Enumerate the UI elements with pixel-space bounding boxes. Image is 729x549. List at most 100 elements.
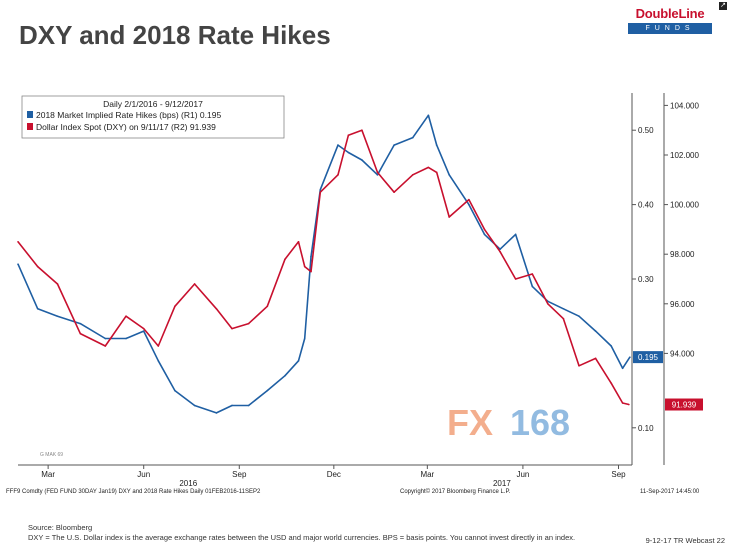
r1-tick-label: 0.40 [638, 201, 654, 210]
rate-hikes-point [578, 315, 580, 318]
rate-hikes-point [17, 263, 19, 265]
x-tick-label: Sep [611, 470, 626, 479]
rate-hikes-point [594, 330, 597, 332]
dxy-point [435, 171, 438, 174]
x-year-label: 2016 [179, 479, 197, 488]
page-title: DXY and 2018 Rate Hikes [19, 20, 331, 50]
rate-hikes-point [435, 144, 438, 146]
r1-tick-label: 0.50 [638, 126, 654, 135]
rate-hikes-point [393, 144, 395, 146]
doubleline-logo: DoubleLine FUNDS [628, 6, 712, 40]
rate-hikes-point [104, 337, 107, 340]
chart-footer-right: 11-Sep-2017 14:45:00 [640, 489, 700, 495]
dxy-point [393, 191, 395, 193]
x-tick-label: Jun [137, 470, 150, 479]
rate-hikes-point [411, 136, 414, 139]
rate-hikes-point [629, 356, 631, 358]
source-line: Source: Bloomberg [28, 523, 93, 532]
rate-hikes-point [337, 144, 339, 146]
rate-hikes-point [266, 389, 269, 392]
dxy-point [376, 171, 379, 174]
logo-wordmark: DoubleLine [635, 6, 705, 21]
webcast-label: 9-12-17 TR Webcast 22 [645, 536, 725, 545]
dxy-point [562, 317, 565, 320]
logo-subtext: FUNDS [628, 23, 712, 34]
rate-hikes-line [17, 114, 631, 414]
rate-hikes-point [297, 360, 300, 362]
x-tick-label: Mar [420, 470, 434, 479]
chart-footer-center: Copyright© 2017 Bloomberg Finance L.P. [400, 488, 511, 495]
dxy-point [531, 273, 534, 275]
dxy-point [610, 382, 613, 384]
gmak-label: G MAK 69 [40, 452, 63, 458]
dxy-point [297, 241, 300, 243]
r2-tick-label: 104.000 [670, 101, 699, 110]
r2-tick-label: 102.000 [670, 151, 699, 160]
dxy-point [514, 278, 517, 280]
rate-hikes-point [174, 389, 176, 392]
watermark-number: 168 [510, 402, 570, 443]
r1-tick-label: 0.10 [638, 424, 654, 433]
x-tick-label: Dec [327, 470, 341, 479]
dxy-point [628, 403, 630, 406]
watermark-fx: FX [447, 402, 493, 443]
dxy-point [17, 241, 19, 243]
rate-hikes-point [347, 151, 350, 154]
dxy-point [125, 315, 127, 318]
dxy-point [104, 345, 107, 347]
dxy-point [547, 303, 549, 305]
rate-hikes-point [499, 248, 501, 251]
dxy-point [36, 265, 39, 268]
dxy-value-tag [665, 398, 703, 411]
dxy-point [448, 216, 450, 218]
dxy-point [427, 166, 430, 169]
rate-hikes-point [361, 159, 363, 161]
rate-hikes-point [531, 285, 534, 288]
rate-hikes-point [157, 360, 160, 362]
rate-hikes-point [303, 337, 306, 340]
r2-tick-label: 96.000 [670, 300, 695, 309]
r1-tick-label: 0.30 [638, 275, 654, 284]
legend-swatch [27, 111, 33, 118]
dxy-point [193, 283, 196, 285]
rate-hikes-point [125, 337, 127, 340]
dxy-point [79, 332, 82, 335]
rate-hikes-point [319, 188, 322, 191]
dxy-point [337, 174, 339, 176]
dxy-point [284, 258, 286, 260]
rate-hikes-point [310, 255, 312, 258]
rate-hikes-point [231, 404, 233, 407]
rate-hikes-point [376, 174, 379, 176]
rate-hikes-point [79, 322, 82, 325]
x-tick-label: Mar [41, 470, 55, 479]
rate-hikes-point [215, 412, 218, 414]
rate-hikes-point [284, 374, 286, 377]
dxy-point [215, 307, 218, 310]
rate-hikes-point [514, 233, 517, 236]
dxy-point [621, 402, 624, 404]
dxy-point [174, 305, 176, 308]
r2-tick-label: 94.000 [670, 349, 695, 358]
dxy-point [483, 228, 486, 231]
dxy-point [361, 129, 363, 131]
dxy-point [499, 250, 501, 253]
rate-hikes-point [36, 307, 39, 310]
rate-hikes-point [193, 404, 196, 407]
dxy-point [247, 322, 250, 325]
expand-icon[interactable]: ↗ [719, 2, 727, 10]
rate-hikes-point [142, 330, 145, 332]
r2-tick-label: 98.000 [670, 250, 695, 259]
dxy-point [231, 327, 233, 330]
legend-entry: 2018 Market Implied Rate Hikes (bps) (R1… [36, 110, 221, 120]
rate-hikes-point [483, 233, 486, 236]
dxy-line [17, 129, 630, 406]
rate-hikes-point [468, 203, 470, 206]
dxy-point [411, 174, 414, 176]
dxy-point [310, 270, 312, 273]
dxy-point [303, 265, 306, 268]
dxy-point [594, 357, 597, 360]
dxy-point [347, 134, 350, 136]
x-tick-label: Jun [516, 470, 529, 479]
dxy-point [142, 327, 145, 330]
